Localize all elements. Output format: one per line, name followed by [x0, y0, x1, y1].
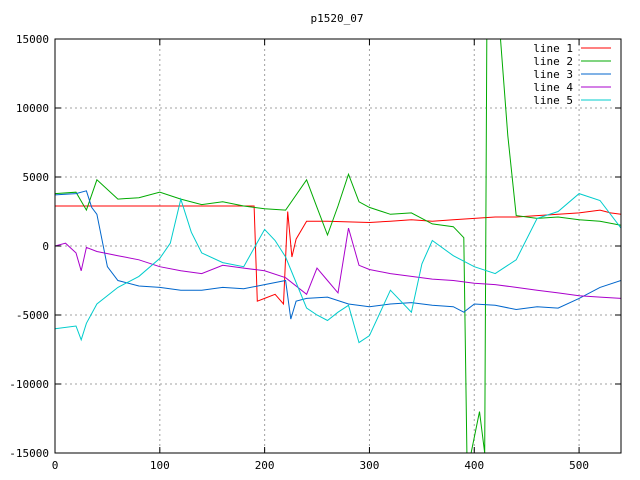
x-tick-label: 500 [569, 459, 589, 472]
legend-label: line 5 [533, 94, 573, 107]
x-tick-label: 0 [52, 459, 59, 472]
x-tick-label: 200 [255, 459, 275, 472]
chart-title: p1520_07 [311, 12, 364, 25]
legend-label: line 3 [533, 68, 573, 81]
y-tick-label: -5000 [16, 309, 49, 322]
legend-label: line 1 [533, 42, 573, 55]
y-tick-label: 10000 [16, 102, 49, 115]
y-tick-label: 5000 [23, 171, 50, 184]
y-tick-label: -15000 [9, 447, 49, 460]
y-tick-label: -10000 [9, 378, 49, 391]
series-line-3 [55, 190, 621, 320]
x-tick-label: 300 [360, 459, 380, 472]
y-tick-label: 15000 [16, 33, 49, 46]
series-group [55, 39, 621, 453]
series-line-1 [55, 205, 621, 306]
series-line-4 [55, 227, 621, 299]
legend-label: line 4 [533, 81, 573, 94]
series-line-2 [55, 39, 621, 453]
axis-ticks: 0 100 200 300 400 500 -15000 -10000 -5000 0 5000 10… [9, 33, 621, 472]
legend-label: line 2 [533, 55, 573, 68]
x-tick-label: 400 [464, 459, 484, 472]
y-tick-label: 0 [42, 240, 49, 253]
grid [55, 39, 621, 453]
x-tick-label: 100 [150, 459, 170, 472]
series-line-5 [55, 193, 621, 344]
